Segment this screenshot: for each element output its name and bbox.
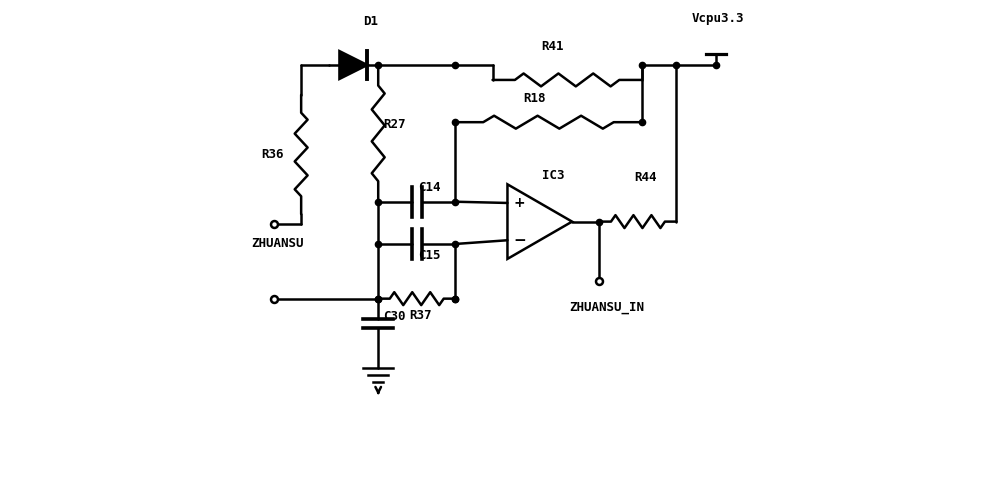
Polygon shape [339,51,367,79]
Text: R41: R41 [541,40,563,53]
Text: R44: R44 [634,171,657,184]
Text: ZHUANSU: ZHUANSU [251,237,304,250]
Text: IC3: IC3 [542,169,565,182]
Text: ZHUANSU_IN: ZHUANSU_IN [570,301,645,314]
Text: Vcpu3.3: Vcpu3.3 [691,12,744,25]
Text: +: + [513,196,525,210]
Text: R27: R27 [383,118,406,131]
Text: C15: C15 [418,249,440,262]
Text: C30: C30 [383,309,406,322]
Text: R18: R18 [524,92,546,105]
Text: R36: R36 [261,148,284,161]
Text: −: − [513,233,526,248]
Text: R37: R37 [409,308,432,321]
Text: C14: C14 [418,181,440,194]
Text: D1: D1 [363,15,378,28]
